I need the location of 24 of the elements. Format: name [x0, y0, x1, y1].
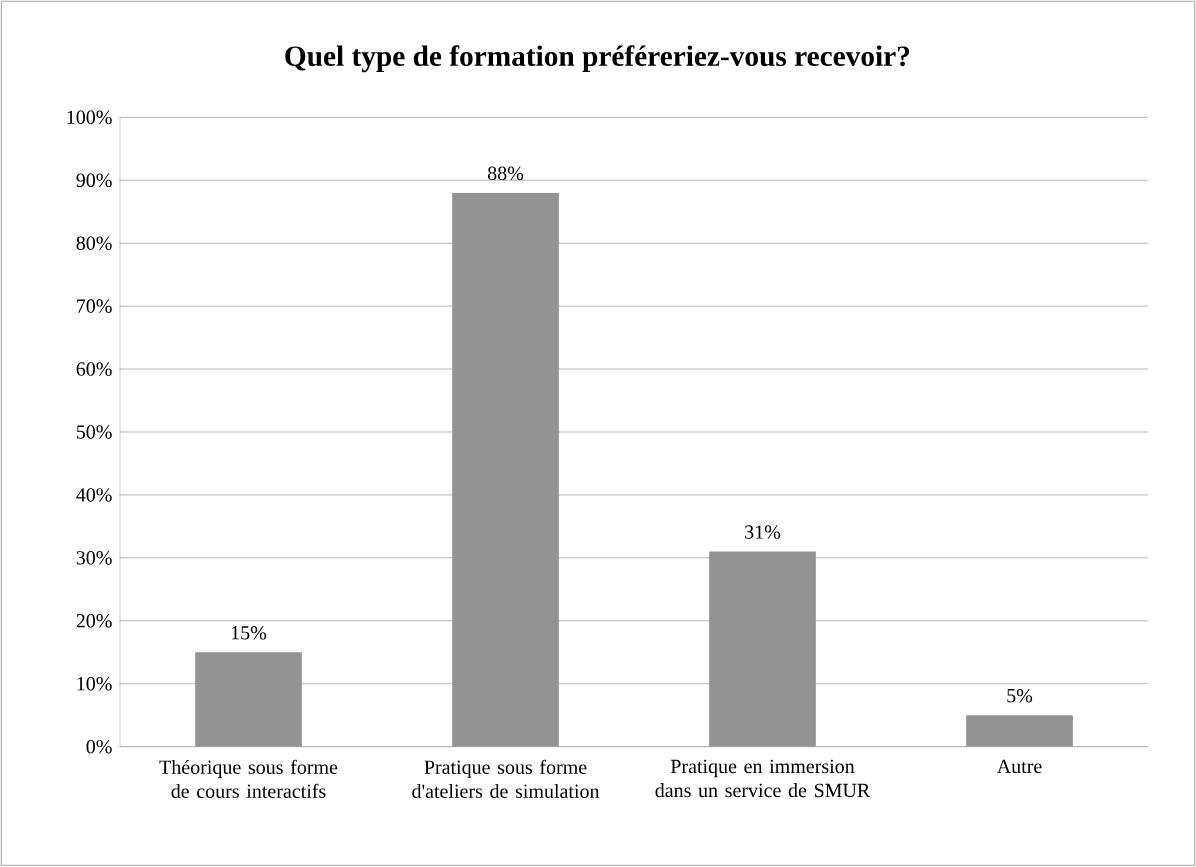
bar: [709, 551, 816, 747]
x-tick-label: Théorique sous forme de cours interactifs: [159, 759, 338, 799]
y-tick-label: 40%: [76, 488, 112, 502]
y-tick-label: 70%: [77, 299, 112, 314]
y-tick-label: 60%: [76, 362, 112, 377]
data-label: 5%: [1007, 689, 1033, 703]
x-tick-label: Autre: [996, 759, 1042, 774]
data-label: 15%: [231, 626, 267, 640]
chart-title: Quel type de formation préféreriez-vous recevoir?: [285, 45, 910, 73]
bar: [966, 715, 1073, 747]
y-tick-label: 80%: [76, 236, 112, 251]
x-tick-label: Pratique sous forme d'ateliers de simulation: [412, 759, 600, 799]
bar: [452, 193, 559, 747]
y-tick-label: 100%: [67, 110, 112, 125]
x-tick-label: Pratique en immersion dans un service de SMUR: [655, 759, 871, 798]
y-tick-label: 10%: [77, 677, 112, 691]
bar: [195, 652, 302, 747]
y-tick-label: 0%: [86, 740, 112, 754]
y-tick-label: 30%: [76, 551, 112, 565]
y-tick-label: 90%: [76, 173, 112, 188]
data-label: 31%: [745, 525, 781, 540]
data-label: 88%: [487, 166, 524, 181]
y-tick-label: 50%: [76, 425, 112, 439]
y-tick-label: 20%: [76, 614, 112, 628]
